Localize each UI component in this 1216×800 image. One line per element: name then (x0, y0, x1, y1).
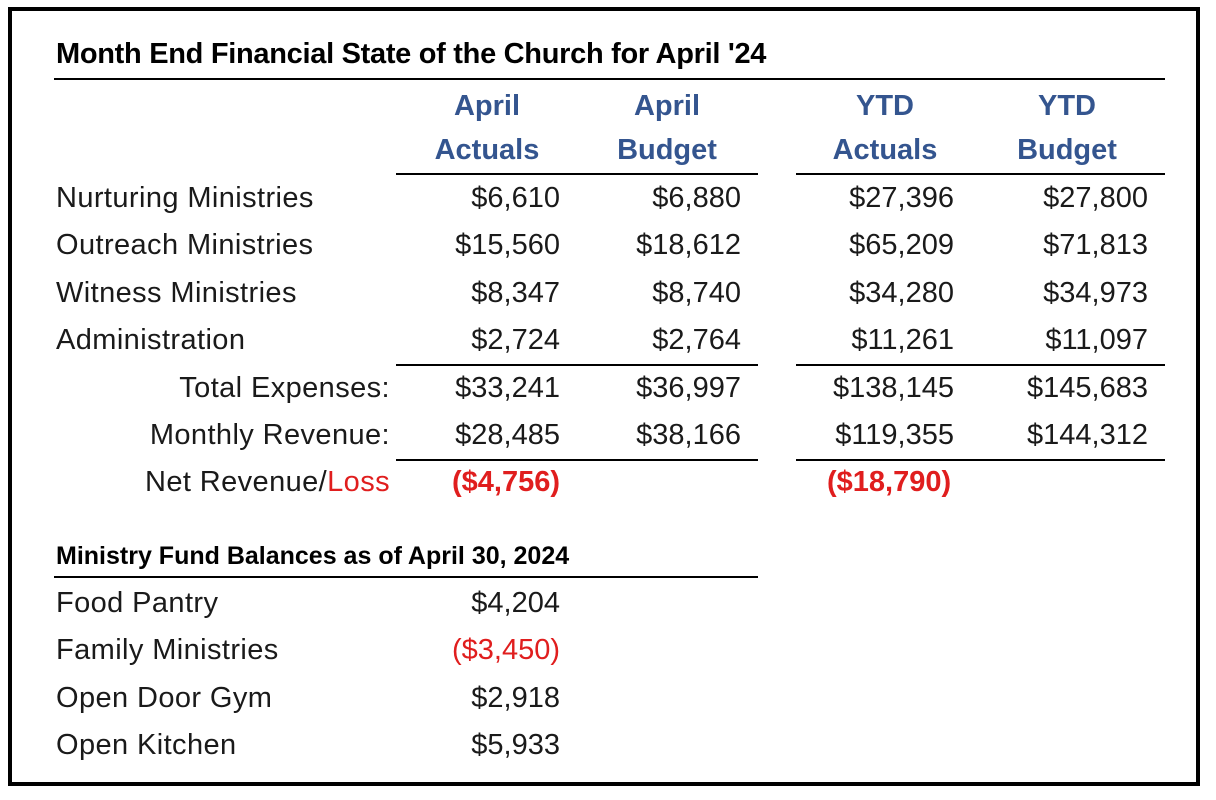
header-line2: Actuals (434, 134, 540, 166)
header-april-budget: April Budget (577, 84, 757, 172)
funds-rule (54, 576, 758, 578)
fund-label: Food Pantry (56, 587, 219, 619)
cell-ytd-actuals: $34,280 (849, 277, 954, 309)
fund-label: Open Kitchen (56, 729, 237, 761)
row-label: Outreach Ministries (56, 229, 314, 261)
fund-label: Open Door Gym (56, 682, 273, 714)
row-label: Witness Ministries (56, 277, 297, 309)
cell-ytd-budget: $11,097 (1045, 324, 1148, 356)
funds-title: Ministry Fund Balances as of April 30, 2… (56, 542, 570, 570)
header-april-actuals: April Actuals (397, 84, 577, 172)
report-frame (8, 7, 1200, 786)
april-subtotal-rule (396, 364, 758, 366)
header-line2: Budget (1017, 134, 1117, 166)
header-line1: YTD (1038, 90, 1096, 122)
net-label: Net Revenue/Loss (145, 466, 390, 499)
row-label: Nurturing Ministries (56, 182, 314, 214)
cell-ytd-actuals: $11,261 (851, 324, 954, 356)
cell-ytd-budget: $71,813 (1043, 229, 1148, 261)
cell-april-actuals: $6,610 (471, 182, 560, 214)
net-label-prefix: Net Revenue/ (145, 466, 328, 498)
cell-ytd-budget: $145,683 (1027, 372, 1148, 404)
header-line1: YTD (856, 90, 914, 122)
header-line1: April (453, 90, 521, 122)
fund-value: ($3,450) (451, 634, 560, 666)
cell-april-budget: $38,166 (636, 419, 741, 451)
cell-april-actuals: $15,560 (455, 229, 560, 261)
ytd-subtotal-rule (796, 364, 1165, 366)
row-label: Administration (56, 324, 246, 356)
cell-ytd-actuals: $65,209 (849, 229, 954, 261)
cell-april-budget: $18,612 (636, 229, 741, 261)
header-line1: April (633, 90, 701, 122)
april-total-rule (396, 459, 758, 461)
cell-april-actuals: $28,485 (455, 419, 560, 451)
total-label: Total Expenses: (179, 372, 390, 404)
cell-ytd-budget: $27,800 (1043, 182, 1148, 214)
cell-ytd-actuals: $27,396 (849, 182, 954, 214)
ytd-total-rule (796, 459, 1165, 461)
cell-april-actuals: $8,347 (471, 277, 560, 309)
cell-april-actuals: $2,724 (471, 324, 560, 356)
ytd-header-rule (796, 173, 1165, 175)
header-ytd-actuals: YTD Actuals (795, 84, 975, 172)
report-title: Month End Financial State of the Church … (56, 38, 767, 70)
net-april-value: ($4,756) (452, 466, 561, 498)
fund-value: $5,933 (471, 729, 560, 761)
cell-ytd-budget: $144,312 (1027, 419, 1148, 451)
header-line2: Actuals (832, 134, 938, 166)
fund-value: $2,918 (471, 682, 560, 714)
net-ytd-value: ($18,790) (827, 466, 952, 498)
fund-value: $4,204 (471, 587, 560, 619)
total-label: Monthly Revenue: (149, 419, 390, 451)
cell-april-actuals: $33,241 (455, 372, 560, 404)
header-line2: Budget (617, 134, 717, 166)
cell-april-budget: $6,880 (652, 182, 741, 214)
header-ytd-budget: YTD Budget (977, 84, 1157, 172)
cell-april-budget: $8,740 (652, 277, 741, 309)
title-rule (54, 78, 1165, 80)
cell-ytd-actuals: $138,145 (833, 372, 954, 404)
cell-ytd-budget: $34,973 (1043, 277, 1148, 309)
net-label-loss: Loss (327, 466, 390, 498)
cell-ytd-actuals: $119,355 (835, 419, 954, 451)
april-header-rule (396, 173, 758, 175)
cell-april-budget: $36,997 (636, 372, 741, 404)
cell-april-budget: $2,764 (652, 324, 741, 356)
fund-label: Family Ministries (56, 634, 279, 666)
